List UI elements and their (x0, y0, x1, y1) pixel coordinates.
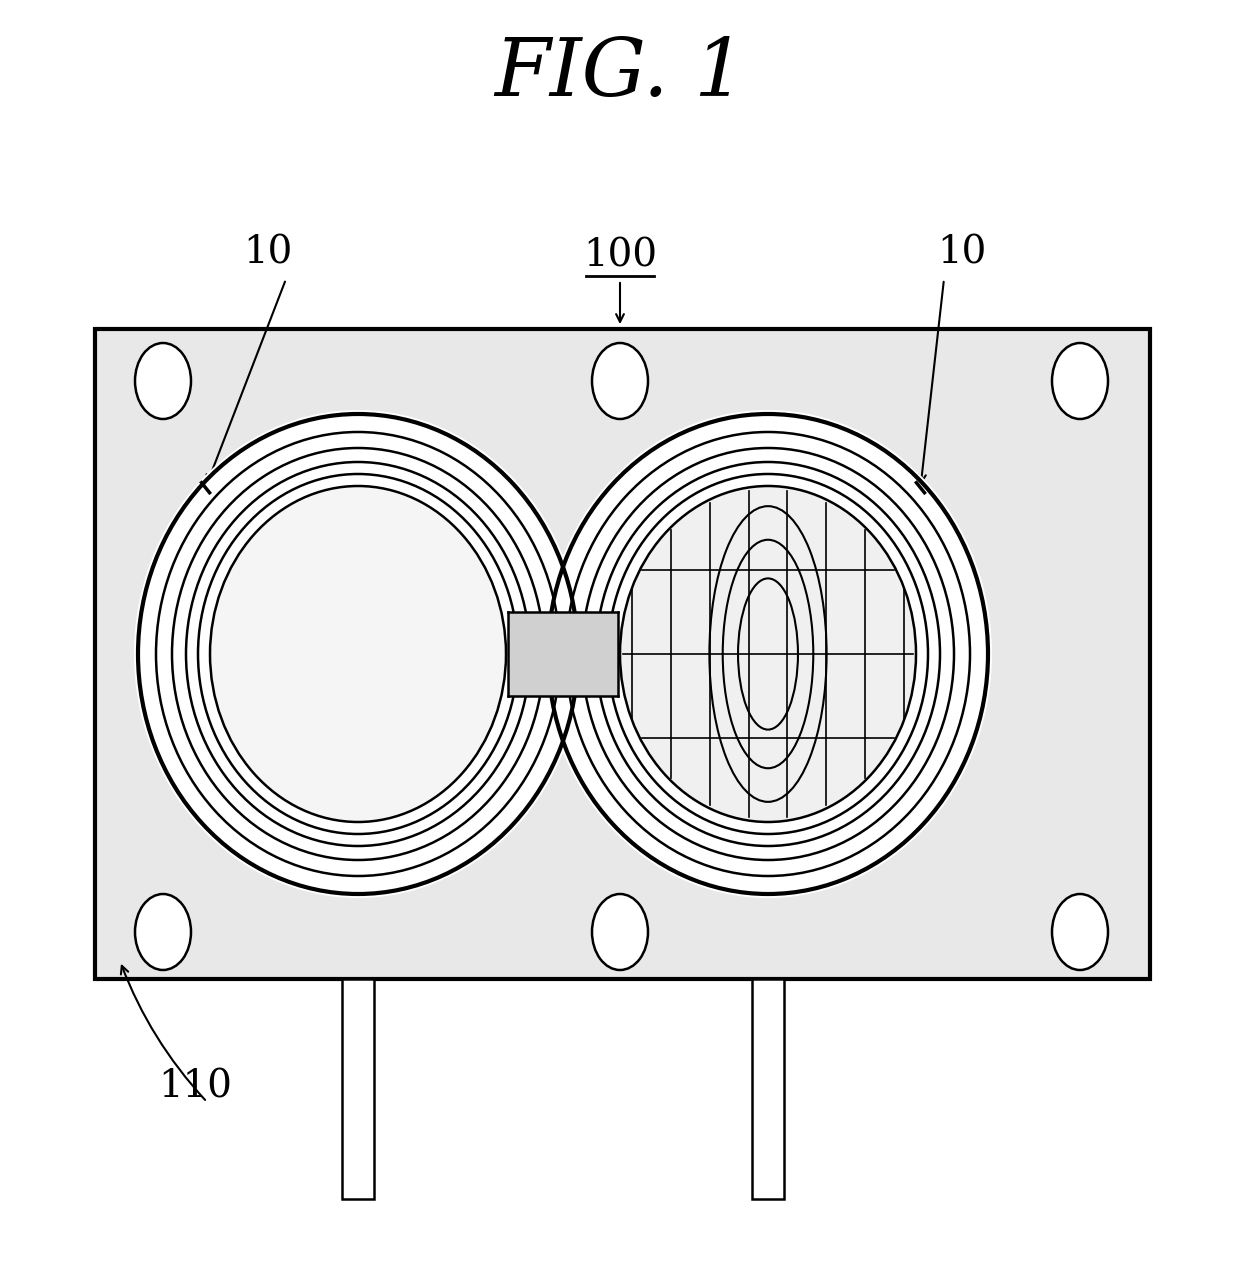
Bar (508, 612, 618, 696)
Text: 110: 110 (157, 1069, 232, 1106)
Ellipse shape (135, 894, 191, 970)
Bar (342, 978, 374, 1199)
Ellipse shape (620, 485, 916, 822)
Text: FIG. 1: FIG. 1 (495, 36, 745, 113)
Text: 10: 10 (937, 234, 987, 271)
Ellipse shape (1052, 343, 1109, 419)
Ellipse shape (135, 343, 191, 419)
Ellipse shape (591, 343, 649, 419)
Ellipse shape (210, 485, 506, 822)
Ellipse shape (134, 410, 582, 898)
Ellipse shape (1052, 894, 1109, 970)
Text: 10: 10 (243, 234, 293, 271)
Bar (751, 978, 784, 1199)
Ellipse shape (591, 894, 649, 970)
Ellipse shape (544, 410, 992, 898)
FancyBboxPatch shape (95, 329, 1149, 978)
Text: 100: 100 (583, 237, 657, 274)
